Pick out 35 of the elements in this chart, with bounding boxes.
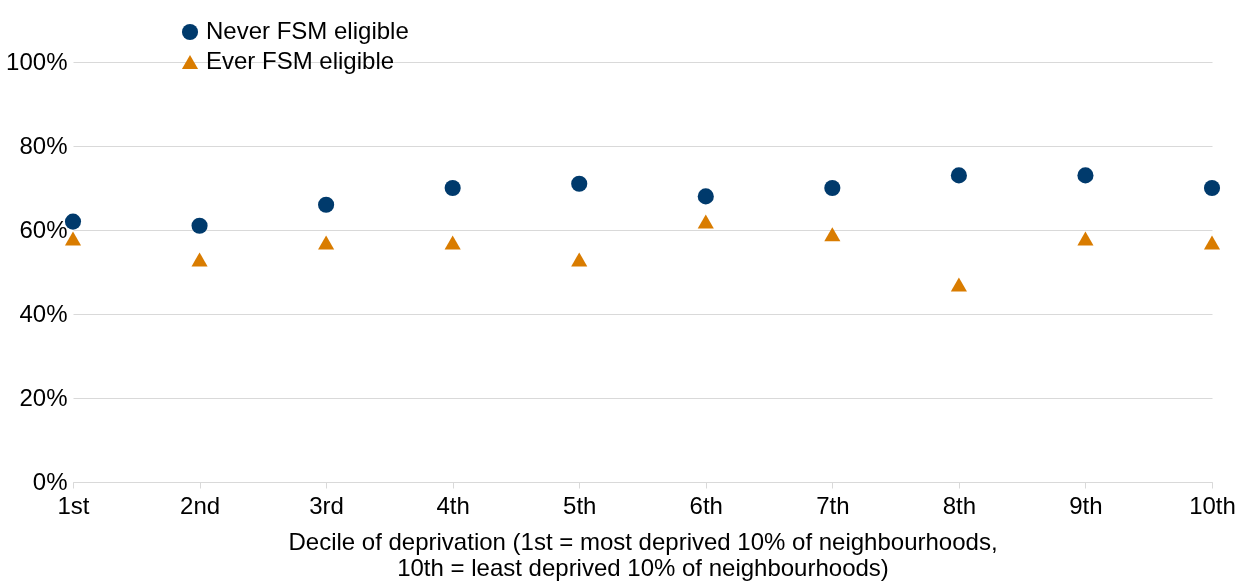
point [1077, 231, 1094, 246]
point [824, 179, 841, 197]
point [191, 252, 208, 267]
point [318, 196, 335, 213]
point [824, 227, 841, 242]
x-tick-label: 8th [942, 491, 977, 519]
point [697, 188, 714, 205]
y-tick-label: 80% [19, 131, 68, 159]
point [318, 235, 335, 250]
y-tick-label: 60% [19, 215, 68, 243]
point [950, 277, 967, 292]
x-tick-label: 4th [436, 491, 470, 519]
point [1203, 179, 1221, 197]
y-tick-label: 40% [19, 299, 68, 327]
legend-label: Never FSM eligible [206, 17, 409, 44]
point [191, 217, 208, 234]
x-tick-label: 6th [689, 491, 723, 519]
y-tick-label: 20% [19, 383, 68, 411]
x-tick-label: 2nd [180, 491, 221, 519]
x-tick-label: 9th [1069, 491, 1103, 519]
point [571, 252, 588, 267]
x-tick-label: 10th [1189, 491, 1236, 519]
point [1077, 167, 1094, 184]
y-tick-label: 100% [6, 47, 68, 75]
point [444, 235, 461, 250]
point [1203, 235, 1221, 250]
point [950, 167, 967, 184]
x-tick-label: 3rd [309, 491, 344, 519]
point [444, 179, 461, 197]
x-tick-label: 5th [563, 491, 597, 519]
legend-label: Ever FSM eligible [206, 47, 395, 74]
point [697, 214, 714, 229]
point [571, 175, 588, 192]
x-axis-title: Decile of deprivation (1st = most deprived 10% of neighbourhoods, 10th = least deprived 10% of neighbourhoods) [288, 527, 998, 581]
x-tick-label: 7th [816, 491, 850, 519]
